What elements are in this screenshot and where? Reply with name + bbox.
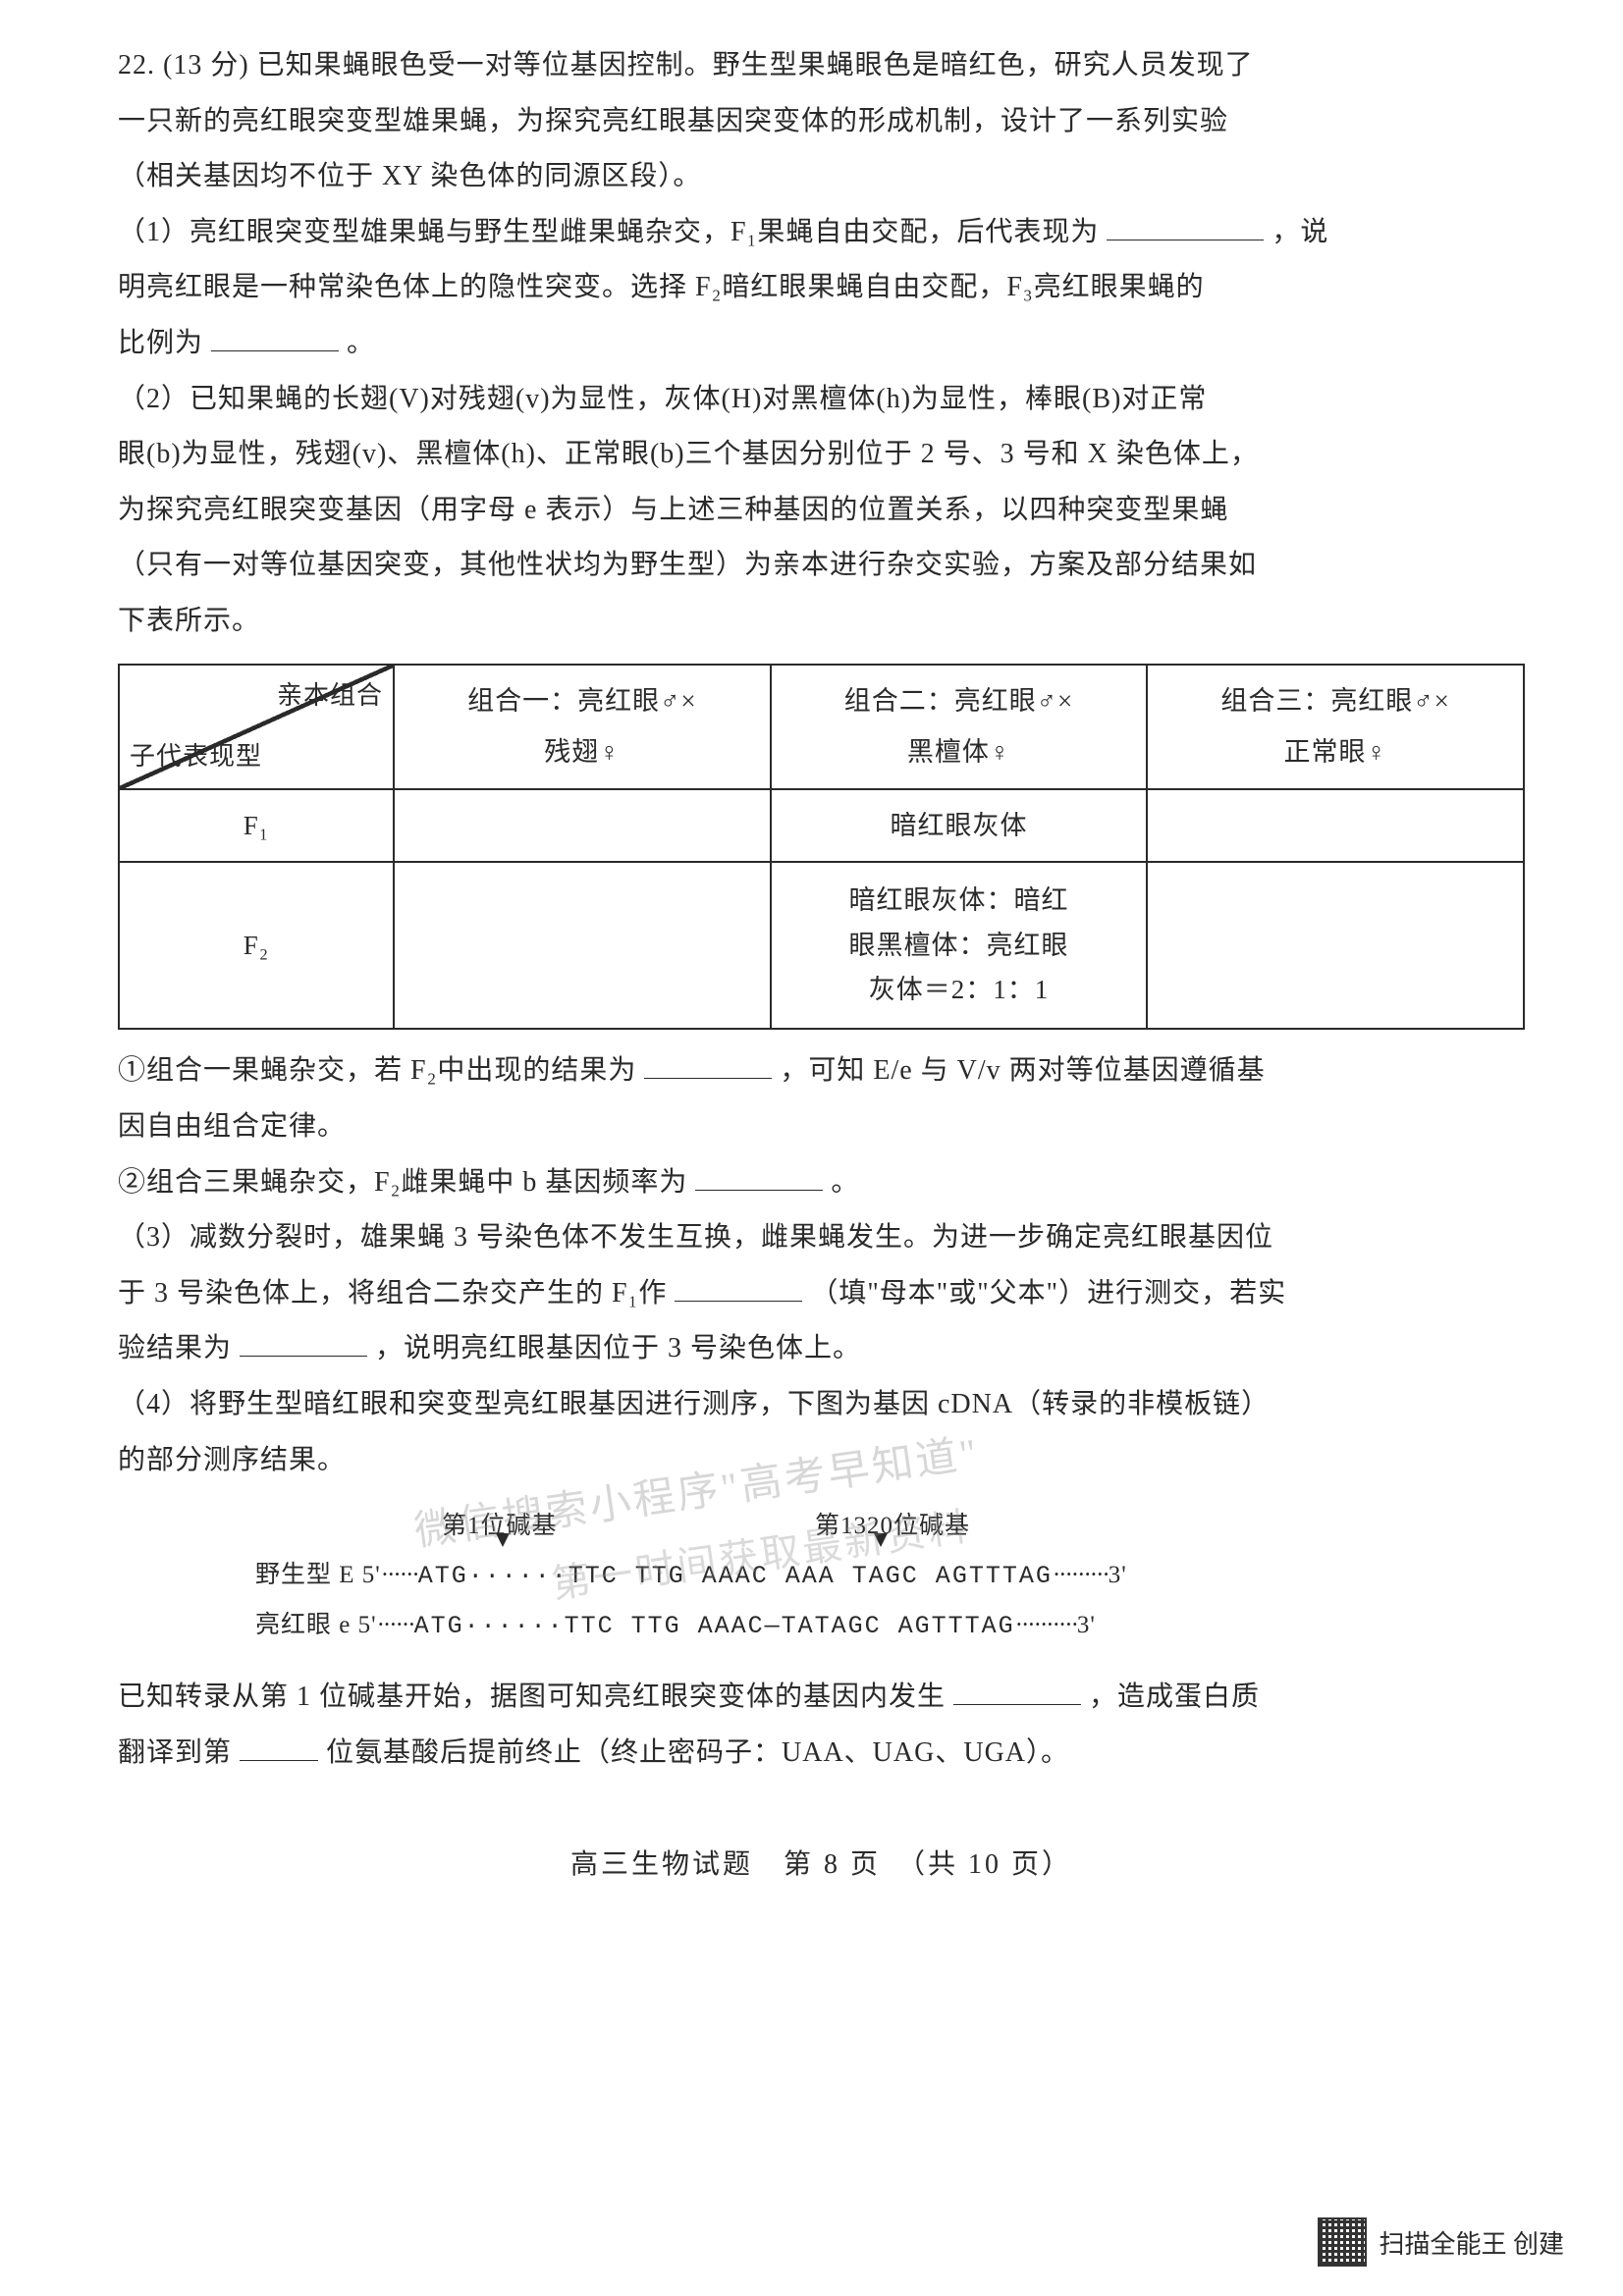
f2-col1 <box>394 862 771 1029</box>
question-intro-line1: 22. (13 分) 已知果蝇眼色受一对等位基因控制。野生型果蝇眼色是暗红色，研… <box>118 39 1525 93</box>
table-f1-row: F₁ 暗红眼灰体 <box>119 789 1524 863</box>
qr-code-icon <box>1318 2217 1367 2267</box>
part2-line1: （2）已知果蝇的长翅(V)对残翅(v)为显性，灰体(H)对黑檀体(h)为显性，棒… <box>118 373 1525 427</box>
scanner-badge-text: 扫描全能王 创建 <box>1379 2224 1564 2261</box>
f2-label: F₂ <box>119 862 394 1029</box>
question-points: (13 分) <box>163 50 249 80</box>
page-footer: 高三生物试题 第 8 页 （共 10 页） <box>118 1839 1525 1893</box>
part2-line5: 下表所示。 <box>118 595 1525 649</box>
part4-line2: 的部分测序结果。 <box>118 1434 1525 1488</box>
conclusion-text-2b: 位氨基酸后提前终止（终止密码子：UAA、UAG、UGA）。 <box>326 1737 1069 1768</box>
diag-bot-label: 子代表现型 <box>130 732 262 782</box>
f1-label: F₁ <box>119 789 394 863</box>
sub-q1-line2: 因自由组合定律。 <box>118 1100 1525 1154</box>
dots-icon: ······ <box>381 1562 418 1588</box>
sub-q1-line1: ①组合一果蝇杂交，若 F₂中出现的结果为 ，可知 E/e 与 V/v 两对等位基… <box>118 1044 1525 1098</box>
document-content: 22. (13 分) 已知果蝇眼色受一对等位基因控制。野生型果蝇眼色是暗红色，研… <box>118 39 1525 1893</box>
wt-sequence-text: ATG······TTC TTG AAAC AAA TAGC AGTTTAG <box>418 1562 1053 1590</box>
sub-q2-text-a: ②组合三果蝇杂交，F₂雌果蝇中 b 基因频率为 <box>118 1167 687 1198</box>
blank-2 <box>211 324 339 351</box>
sequence-labels: 第1位碱基 第1320位碱基 <box>118 1502 1525 1551</box>
part1-text-3b: 。 <box>347 328 375 358</box>
part1-text-1b: ，说 <box>1271 217 1328 247</box>
col1-header: 组合一：亮红眼♂× 残翅♀ <box>394 665 771 789</box>
f1-col3 <box>1147 789 1524 863</box>
col1-l2: 残翅♀ <box>403 726 762 778</box>
part4-line1: （4）将野生型暗红眼和突变型亮红眼基因进行测序，下图为基因 cDNA（转录的非模… <box>118 1378 1525 1432</box>
diag-top-label: 亲本组合 <box>277 671 383 721</box>
f2-col3 <box>1147 862 1524 1029</box>
col2-header: 组合二：亮红眼♂× 黑檀体♀ <box>771 665 1148 789</box>
mut-sequence-text: ATG······TTC TTG AAAC—TATAGC AGTTTAG <box>414 1612 1015 1640</box>
part3-text-2a: 于 3 号染色体上，将组合二杂交产生的 F₁作 <box>118 1278 667 1308</box>
sub-q1-text-b: ，可知 E/e 与 V/v 两对等位基因遵循基 <box>780 1055 1265 1086</box>
question-number: 22. <box>118 50 155 80</box>
part3-text-3b: ，说明亮红眼基因位于 3 号染色体上。 <box>375 1333 861 1363</box>
blank-4 <box>695 1163 823 1191</box>
f2-col2-l3: 灰体＝2：1：1 <box>780 968 1139 1013</box>
part1-line2: 明亮红眼是一种常染色体上的隐性突变。选择 F₂暗红眼果蝇自由交配，F₃亮红眼果蝇… <box>118 261 1525 315</box>
col3-l1: 组合三：亮红眼♂× <box>1156 675 1515 727</box>
part2-line4: （只有一对等位基因突变，其他性状均为野生型）为亲本进行杂交实验，方案及部分结果如 <box>118 539 1525 593</box>
conclusion-line2: 翻译到第 位氨基酸后提前终止（终止密码子：UAA、UAG、UGA）。 <box>118 1727 1525 1781</box>
blank-6 <box>240 1329 367 1357</box>
col3-header: 组合三：亮红眼♂× 正常眼♀ <box>1147 665 1524 789</box>
part1-text-3a: 比例为 <box>118 328 203 358</box>
dots-icon: ········· <box>1053 1562 1109 1588</box>
mut-suffix: 3' <box>1077 1612 1096 1638</box>
mutant-sequence: 亮红眼 e 5'······ATG······TTC TTG AAAC—TATA… <box>255 1601 1525 1651</box>
col2-l1: 组合二：亮红眼♂× <box>780 675 1139 727</box>
f2-col2-l2: 眼黑檀体：亮红眼 <box>780 924 1139 969</box>
wildtype-sequence: 野生型 E 5'······ATG······TTC TTG AAAC AAA … <box>255 1551 1525 1601</box>
mut-prefix: 亮红眼 e 5' <box>255 1612 377 1638</box>
sub-q2-line1: ②组合三果蝇杂交，F₂雌果蝇中 b 基因频率为 。 <box>118 1156 1525 1210</box>
col3-l2: 正常眼♀ <box>1156 726 1515 778</box>
arrow-down-icon <box>874 1533 888 1547</box>
table-f2-row: F₂ 暗红眼灰体：暗红 眼黑檀体：亮红眼 灰体＝2：1：1 <box>119 862 1524 1029</box>
blank-7 <box>953 1678 1081 1705</box>
wt-prefix: 野生型 E 5' <box>255 1562 381 1588</box>
conclusion-text-1a: 已知转录从第 1 位碱基开始，据图可知亮红眼突变体的基因内发生 <box>118 1682 946 1712</box>
base-label-1320: 第1320位碱基 <box>815 1502 970 1551</box>
blank-5 <box>675 1274 802 1302</box>
blank-3 <box>644 1051 772 1079</box>
table-header-row: 亲本组合 子代表现型 组合一：亮红眼♂× 残翅♀ 组合二：亮红眼♂× 黑檀体♀ … <box>119 665 1524 789</box>
question-intro-line2: 一只新的亮红眼突变型雄果蝇，为探究亮红眼基因突变体的形成机制，设计了一系列实验 <box>118 95 1525 149</box>
intro-text-1: 已知果蝇眼色受一对等位基因控制。野生型果蝇眼色是暗红色，研究人员发现了 <box>257 50 1254 80</box>
part3-text-3a: 验结果为 <box>118 1333 232 1363</box>
diagonal-header-cell: 亲本组合 子代表现型 <box>119 665 394 789</box>
f2-col2: 暗红眼灰体：暗红 眼黑檀体：亮红眼 灰体＝2：1：1 <box>771 862 1148 1029</box>
f1-col2: 暗红眼灰体 <box>771 789 1148 863</box>
part2-line2: 眼(b)为显性，残翅(v)、黑檀体(h)、正常眼(b)三个基因分别位于 2 号、… <box>118 428 1525 482</box>
conclusion-text-1b: ，造成蛋白质 <box>1089 1682 1260 1712</box>
cross-table: 亲本组合 子代表现型 组合一：亮红眼♂× 残翅♀ 组合二：亮红眼♂× 黑檀体♀ … <box>118 664 1525 1031</box>
col1-l1: 组合一：亮红眼♂× <box>403 675 762 727</box>
arrow-down-icon <box>496 1533 510 1547</box>
f2-col2-l1: 暗红眼灰体：暗红 <box>780 879 1139 924</box>
part1-line1: （1）亮红眼突变型雄果蝇与野生型雌果蝇杂交，F₁果蝇自由交配，后代表现为 ，说 <box>118 206 1525 260</box>
col2-l2: 黑檀体♀ <box>780 726 1139 778</box>
dots-icon: ······ <box>377 1612 414 1638</box>
part3-line3: 验结果为 ，说明亮红眼基因位于 3 号染色体上。 <box>118 1322 1525 1376</box>
conclusion-line1: 已知转录从第 1 位碱基开始，据图可知亮红眼突变体的基因内发生 ，造成蛋白质 <box>118 1671 1525 1725</box>
sub-q2-text-b: 。 <box>831 1167 859 1198</box>
sub-q1-text-a: ①组合一果蝇杂交，若 F₂中出现的结果为 <box>118 1055 636 1086</box>
conclusion-text-2a: 翻译到第 <box>118 1737 232 1768</box>
part3-text-2b: （填"母本"或"父本"）进行测交，若实 <box>810 1278 1286 1308</box>
f1-col1 <box>394 789 771 863</box>
scanner-badge: 扫描全能王 创建 <box>1318 2217 1564 2267</box>
blank-1 <box>1107 213 1264 240</box>
dots-icon: ·········· <box>1015 1612 1077 1638</box>
blank-8 <box>240 1734 318 1761</box>
part3-line2: 于 3 号染色体上，将组合二杂交产生的 F₁作 （填"母本"或"父本"）进行测交… <box>118 1267 1525 1321</box>
part1-text-1a: （1）亮红眼突变型雄果蝇与野生型雌果蝇杂交，F₁果蝇自由交配，后代表现为 <box>118 217 1099 247</box>
part1-line3: 比例为 。 <box>118 317 1525 371</box>
part3-line1: （3）减数分裂时，雄果蝇 3 号染色体不发生互换，雌果蝇发生。为进一步确定亮红眼… <box>118 1211 1525 1265</box>
part2-line3: 为探究亮红眼突变基因（用字母 e 表示）与上述三种基因的位置关系，以四种突变型果… <box>118 484 1525 538</box>
wt-suffix: 3' <box>1109 1562 1127 1588</box>
sequence-diagram: 第1位碱基 第1320位碱基 野生型 E 5'······ATG······TT… <box>118 1502 1525 1651</box>
table-wrap: 亲本组合 子代表现型 组合一：亮红眼♂× 残翅♀ 组合二：亮红眼♂× 黑檀体♀ … <box>118 664 1525 1031</box>
question-intro-line3: （相关基因均不位于 XY 染色体的同源区段）。 <box>118 150 1525 204</box>
